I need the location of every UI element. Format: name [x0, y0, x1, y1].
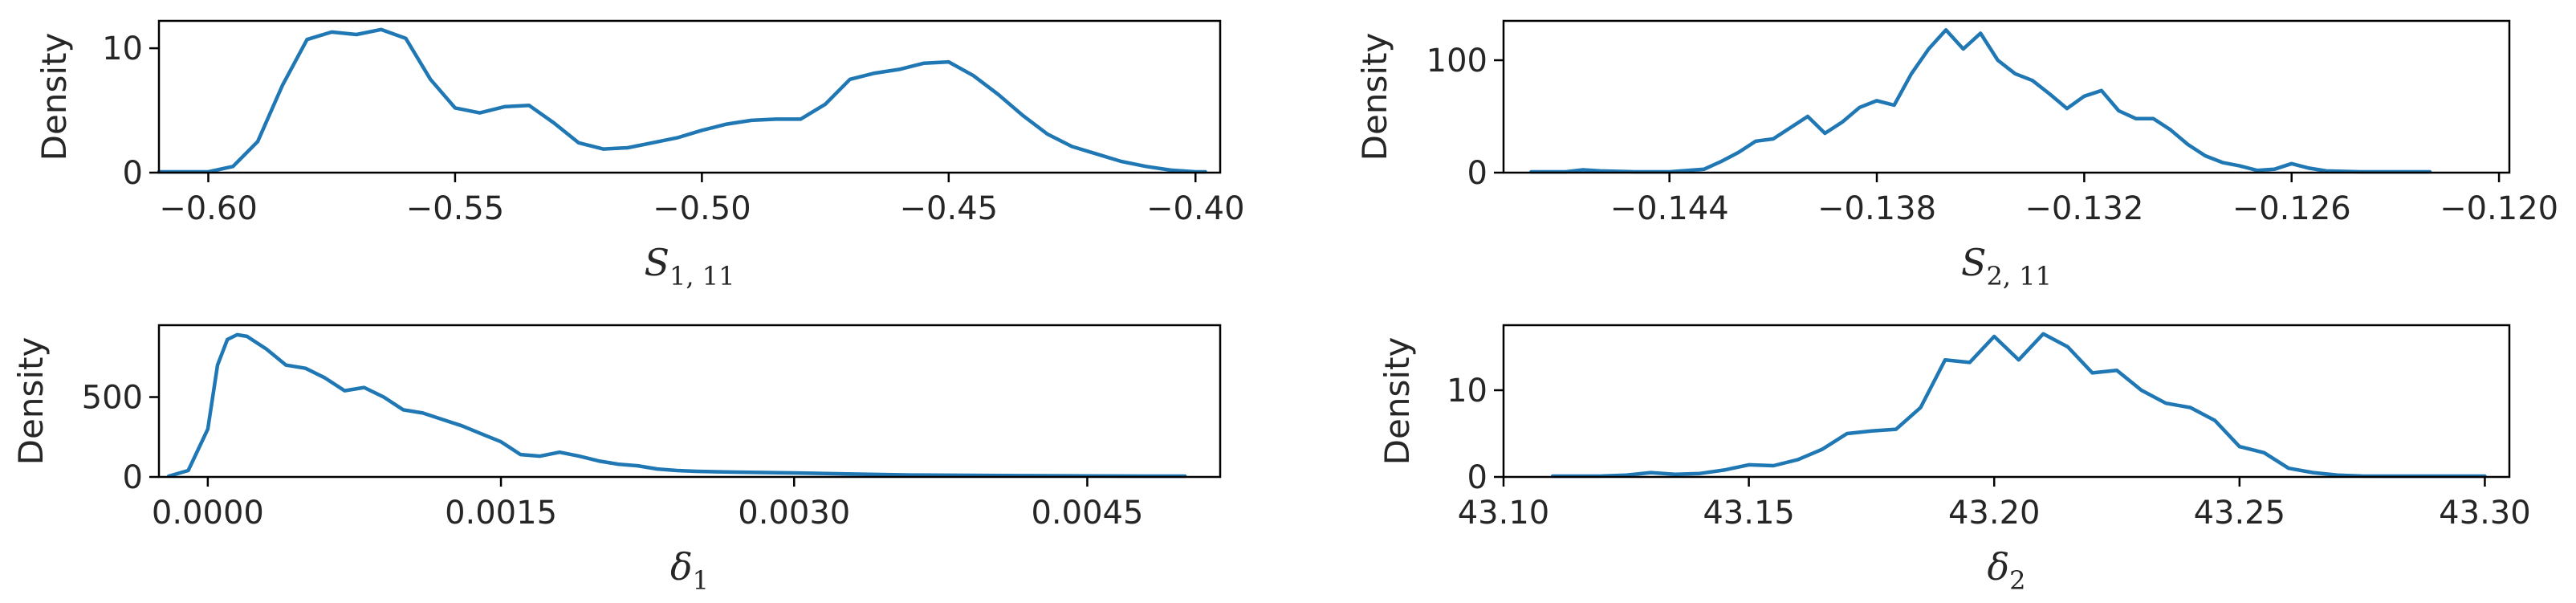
- density-curve: [166, 332, 1187, 479]
- x-tick-label: 0.0030: [738, 495, 850, 532]
- x-tick-label: −0.132: [2025, 190, 2143, 227]
- x-axis-label: S1, 11: [645, 241, 735, 291]
- subplot-3: 0.0000 0.0015 0.0030 0.0045 0 500 Density δ1: [11, 324, 1222, 596]
- x-tick-label: −0.55: [406, 190, 505, 227]
- density-curve: [1550, 332, 2487, 479]
- y-axis-label: Density: [11, 337, 51, 466]
- plot-frame: [157, 324, 1222, 479]
- x-tick-label: −0.138: [1817, 190, 1936, 227]
- x-axis-label-symbol: δ: [1987, 545, 2009, 589]
- x-tick-label: 0.0000: [152, 495, 264, 532]
- subplot-2: −0.144 −0.138 −0.132 −0.126 −0.120 0 100 Densit…: [1355, 19, 2558, 291]
- x-axis-label-subscript: 1, 11: [669, 261, 735, 291]
- y-tick-label: 0: [123, 459, 143, 496]
- x-tick-label: −0.120: [2440, 190, 2558, 227]
- y-tick-label: 10: [1447, 373, 1487, 409]
- y-axis-label: Density: [1378, 337, 1417, 466]
- x-tick-label: 43.20: [1948, 495, 2041, 532]
- x-tick-label: −0.144: [1610, 190, 1729, 227]
- y-tick-label: 0: [1467, 459, 1487, 496]
- plot-frame: [1502, 19, 2511, 174]
- y-axis-label: Density: [1355, 33, 1394, 161]
- x-axis-label: S2, 11: [1961, 241, 2052, 291]
- y-tick-label: 100: [1426, 43, 1487, 79]
- y-tick-label: 10: [102, 31, 143, 67]
- subplot-1: −0.60 −0.55 −0.50 −0.45 −0.40 0 10 Density S1, 1…: [35, 19, 1245, 291]
- subplot-4: 43.10 43.15 43.20 43.25 43.30 0 10 Density δ2: [1378, 324, 2531, 596]
- x-tick-label: −0.60: [159, 190, 258, 227]
- x-tick-label: 43.30: [2439, 495, 2531, 532]
- x-tick-label: −0.126: [2232, 190, 2351, 227]
- x-axis-label-subscript: 1: [693, 565, 709, 596]
- x-tick-label: −0.45: [900, 190, 999, 227]
- x-axis-label-symbol: δ: [670, 545, 693, 589]
- x-tick-label: 43.25: [2194, 495, 2286, 532]
- y-axis-label: Density: [35, 33, 74, 161]
- x-tick-label: −0.50: [653, 190, 751, 227]
- x-tick-label: 0.0045: [1031, 495, 1143, 532]
- plot-frame: [1502, 324, 2511, 479]
- x-axis-label: δ2: [1987, 545, 2025, 596]
- x-tick-label: −0.40: [1146, 190, 1245, 227]
- x-tick-label: 43.10: [1458, 495, 1550, 532]
- x-axis-label-subscript: 2, 11: [1987, 261, 2052, 291]
- y-tick-label: 0: [1467, 155, 1487, 192]
- x-axis-label-subscript: 2: [2009, 565, 2025, 596]
- y-tick-label: 500: [82, 380, 143, 417]
- x-axis-label: δ1: [670, 545, 709, 596]
- density-curve: [157, 27, 1207, 174]
- density-curve: [1529, 27, 2432, 174]
- x-axis-label-symbol: S: [1961, 241, 1987, 284]
- plot-frame: [157, 19, 1222, 174]
- x-tick-label: 0.0015: [445, 495, 557, 532]
- x-axis-label-symbol: S: [645, 241, 670, 284]
- x-tick-label: 43.15: [1703, 495, 1795, 532]
- y-tick-label: 0: [123, 155, 143, 192]
